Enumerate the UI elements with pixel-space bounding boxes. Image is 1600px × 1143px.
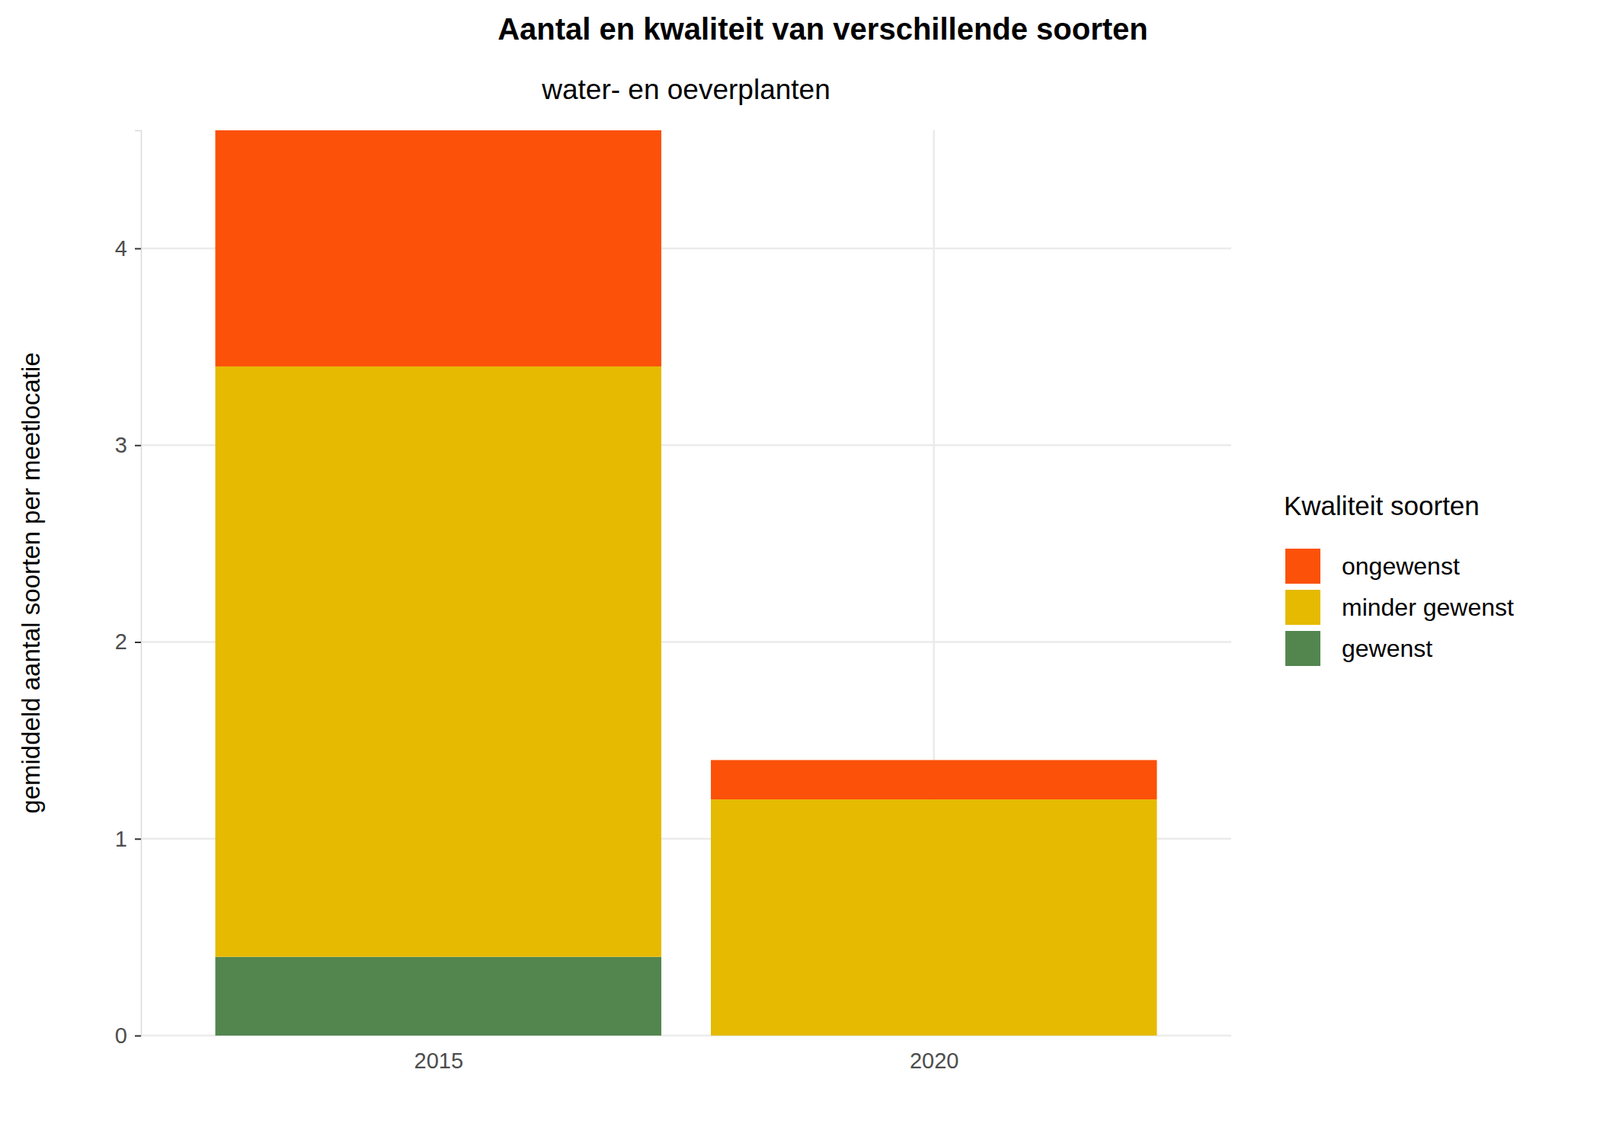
legend: Kwaliteit soorten ongewenst minder gewenst… <box>1283 490 1514 666</box>
y-tick-mark <box>134 1035 141 1037</box>
series <box>215 366 1158 1036</box>
bar <box>215 956 662 1036</box>
x-tick: 2020 <box>909 1048 960 1073</box>
y-tick: 1 <box>115 826 141 852</box>
bar <box>710 759 1157 800</box>
x-axis: 2015 2020 <box>414 1048 960 1073</box>
y-tick-label: 1 <box>115 826 128 852</box>
grid <box>140 130 1232 1036</box>
y-tick-mark <box>134 247 141 250</box>
x-tick-label: 2020 <box>909 1048 960 1073</box>
bar <box>215 366 662 957</box>
x-tick: 2015 <box>414 1048 464 1073</box>
y-tick-mark <box>134 838 141 840</box>
bar <box>215 130 662 367</box>
y-tick: 4 <box>115 236 141 261</box>
chart: 0 1 2 3 4 2015 2020 Aantal en kwaliteit van ver… <box>0 0 1600 1143</box>
y-tick: 0 <box>115 1023 141 1048</box>
series <box>215 956 662 1036</box>
y-tick: 3 <box>115 432 141 458</box>
bar <box>710 799 1157 1036</box>
legend-label: minder gewenst <box>1341 593 1514 621</box>
y-tick: 2 <box>115 629 141 654</box>
legend-key <box>1285 589 1321 625</box>
subtitle: water- en oeverplanten <box>540 73 830 106</box>
y-tick-label: 2 <box>115 629 128 654</box>
bars <box>215 130 1158 1036</box>
legend-label: gewenst <box>1341 634 1433 663</box>
legend-label: ongewenst <box>1341 552 1460 580</box>
y-tick-label: 0 <box>115 1023 128 1048</box>
title: Aantal en kwaliteit van verschillende so… <box>497 12 1149 46</box>
legend-key <box>1285 630 1321 666</box>
legend-title: Kwaliteit soorten <box>1283 490 1480 521</box>
series <box>215 130 1158 800</box>
y-axis-line <box>134 131 142 1037</box>
x-tick-label: 2015 <box>414 1048 464 1073</box>
y-tick-mark <box>134 444 141 447</box>
y-axis-title: gemiddeld aantal soorten per meetlocatie <box>16 352 45 813</box>
y-tick-label: 3 <box>115 432 128 458</box>
y-tick-mark <box>134 641 141 644</box>
y-axis: 0 1 2 3 4 <box>115 131 142 1048</box>
legend-key <box>1285 548 1321 584</box>
y-tick-label: 4 <box>115 236 128 261</box>
